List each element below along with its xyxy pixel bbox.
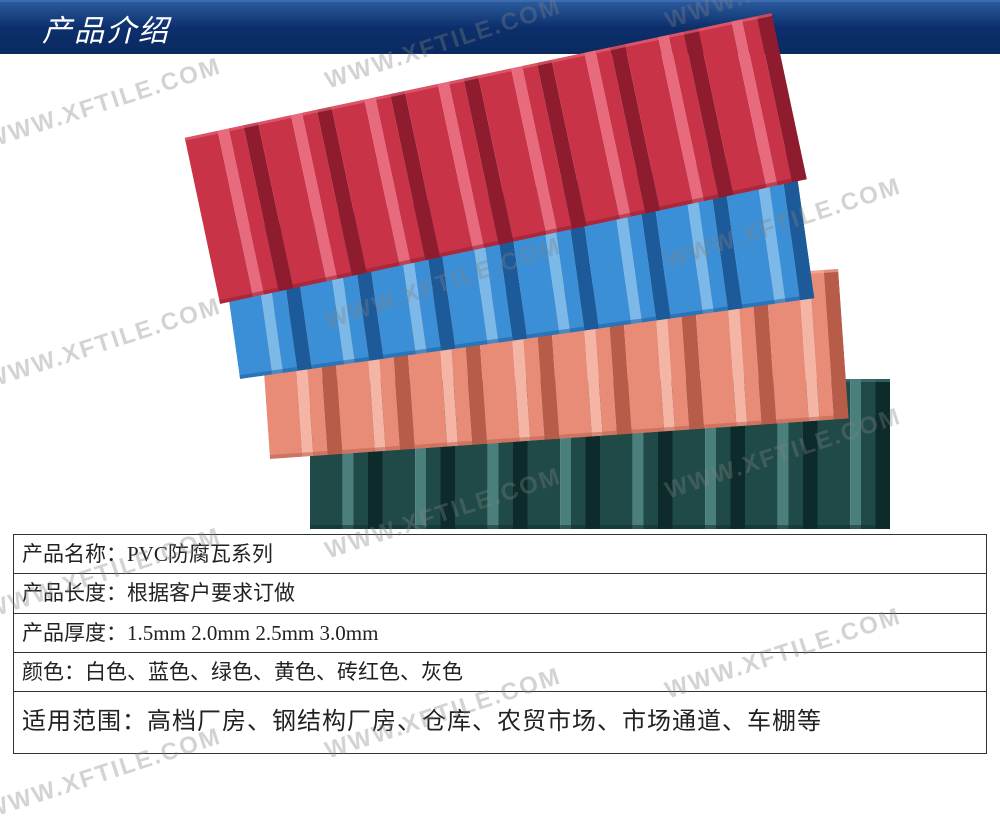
page-title: 产品介绍 bbox=[42, 6, 170, 50]
spec-label: 产品厚度： bbox=[22, 621, 127, 645]
spec-cell: 颜色：白色、蓝色、绿色、黄色、砖红色、灰色 bbox=[14, 653, 987, 692]
spec-cell: 产品名称：PVC防腐瓦系列 bbox=[14, 535, 987, 574]
spec-value: 1.5mm 2.0mm 2.5mm 3.0mm bbox=[127, 621, 378, 645]
header-bar: 产品介绍 bbox=[0, 0, 1000, 54]
spec-value: 高档厂房、钢结构厂房、仓库、农贸市场、市场通道、车棚等 bbox=[147, 709, 822, 735]
spec-value: PVC防腐瓦系列 bbox=[127, 542, 273, 566]
spec-table: 产品名称：PVC防腐瓦系列产品长度：根据客户要求订做产品厚度：1.5mm 2.0… bbox=[13, 534, 987, 754]
spec-cell: 适用范围：高档厂房、钢结构厂房、仓库、农贸市场、市场通道、车棚等 bbox=[14, 692, 987, 753]
product-image-area bbox=[0, 54, 1000, 534]
spec-value: 根据客户要求订做 bbox=[127, 581, 295, 605]
spec-cell: 产品长度：根据客户要求订做 bbox=[14, 574, 987, 613]
spec-label: 产品名称： bbox=[22, 542, 127, 566]
spec-value: 白色、蓝色、绿色、黄色、砖红色、灰色 bbox=[85, 660, 463, 684]
spec-row: 产品厚度：1.5mm 2.0mm 2.5mm 3.0mm bbox=[14, 613, 987, 652]
spec-label: 产品长度： bbox=[22, 581, 127, 605]
spec-label: 颜色： bbox=[22, 660, 85, 684]
spec-row: 产品长度：根据客户要求订做 bbox=[14, 574, 987, 613]
sheets-stack bbox=[110, 79, 890, 509]
spec-row: 产品名称：PVC防腐瓦系列 bbox=[14, 535, 987, 574]
spec-row: 适用范围：高档厂房、钢结构厂房、仓库、农贸市场、市场通道、车棚等 bbox=[14, 692, 987, 753]
spec-cell: 产品厚度：1.5mm 2.0mm 2.5mm 3.0mm bbox=[14, 613, 987, 652]
spec-label: 适用范围： bbox=[22, 709, 147, 735]
spec-row: 颜色：白色、蓝色、绿色、黄色、砖红色、灰色 bbox=[14, 653, 987, 692]
